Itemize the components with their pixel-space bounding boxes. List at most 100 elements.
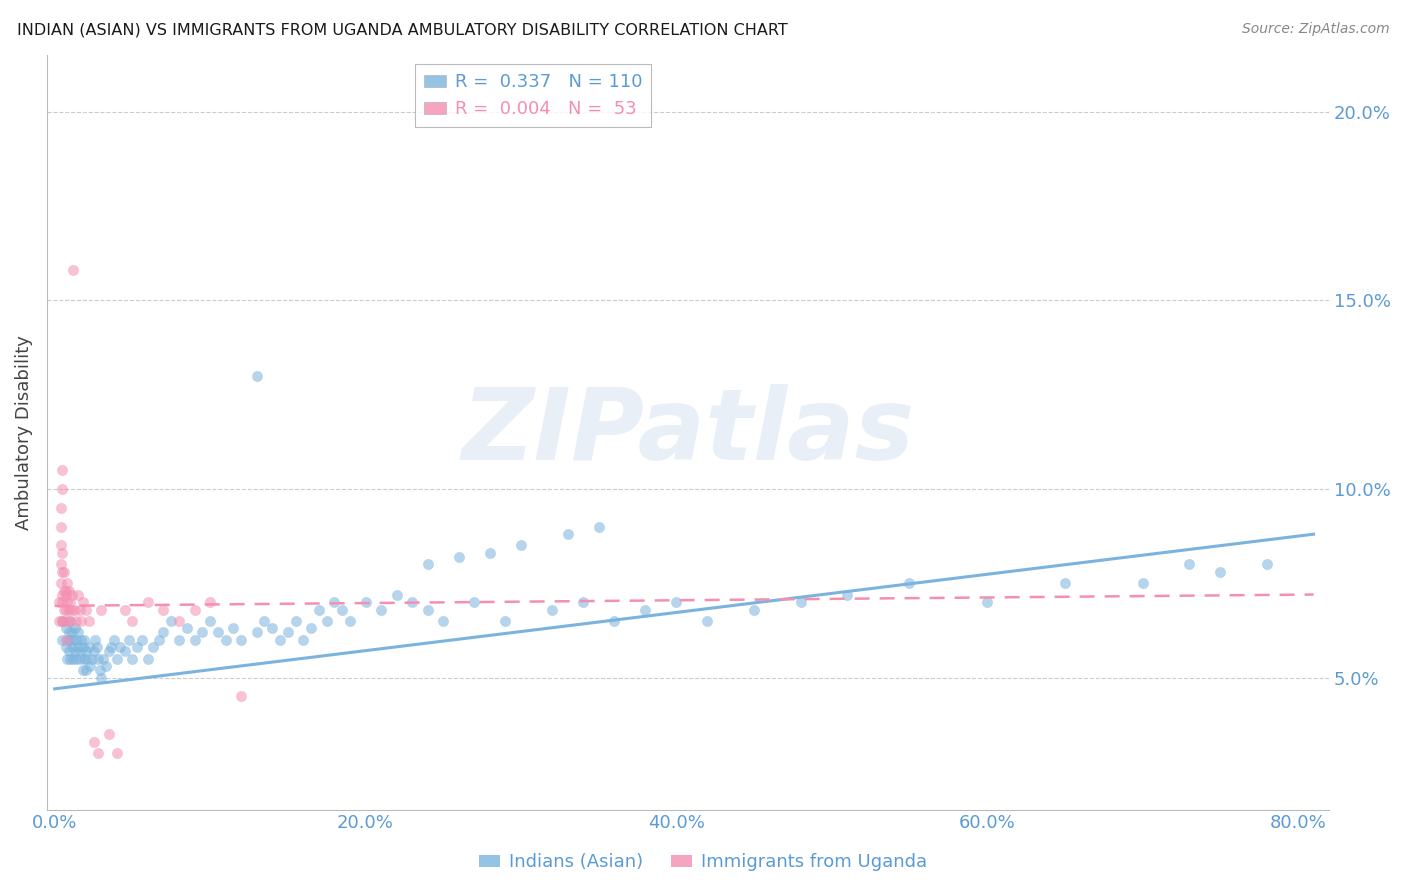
- Text: ZIPatlas: ZIPatlas: [461, 384, 914, 481]
- Point: [323, 595, 346, 609]
- Point: [51, 614, 73, 628]
- Point: [176, 622, 198, 636]
- Point: [742, 602, 765, 616]
- Point: [86, 640, 108, 655]
- Point: [59, 595, 82, 609]
- Point: [114, 602, 136, 616]
- Point: [665, 595, 688, 609]
- Point: [72, 595, 94, 609]
- Point: [98, 644, 121, 658]
- Point: [94, 659, 117, 673]
- Point: [198, 614, 221, 628]
- Point: [634, 602, 657, 616]
- Point: [51, 632, 73, 647]
- Point: [56, 651, 79, 665]
- Point: [62, 263, 84, 277]
- Point: [557, 527, 579, 541]
- Point: [478, 546, 501, 560]
- Point: [198, 595, 221, 609]
- Point: [59, 632, 82, 647]
- Point: [1132, 576, 1154, 591]
- Point: [125, 640, 148, 655]
- Point: [696, 614, 718, 628]
- Point: [183, 602, 205, 616]
- Point: [114, 644, 136, 658]
- Point: [898, 576, 921, 591]
- Point: [65, 632, 87, 647]
- Point: [541, 602, 564, 616]
- Point: [572, 595, 595, 609]
- Point: [222, 622, 245, 636]
- Point: [148, 632, 170, 647]
- Point: [58, 602, 80, 616]
- Point: [87, 746, 110, 760]
- Point: [603, 614, 626, 628]
- Point: [49, 558, 72, 572]
- Point: [56, 632, 79, 647]
- Point: [63, 644, 86, 658]
- Point: [58, 644, 80, 658]
- Point: [51, 482, 73, 496]
- Point: [66, 588, 89, 602]
- Point: [66, 625, 89, 640]
- Point: [416, 602, 439, 616]
- Point: [167, 632, 190, 647]
- Point: [308, 602, 330, 616]
- Point: [59, 651, 82, 665]
- Point: [60, 625, 83, 640]
- Point: [246, 625, 269, 640]
- Point: [59, 614, 82, 628]
- Point: [70, 632, 93, 647]
- Legend: Indians (Asian), Immigrants from Uganda: Indians (Asian), Immigrants from Uganda: [471, 847, 935, 879]
- Point: [53, 565, 76, 579]
- Point: [55, 640, 77, 655]
- Point: [49, 539, 72, 553]
- Point: [72, 640, 94, 655]
- Point: [105, 651, 128, 665]
- Point: [90, 671, 112, 685]
- Point: [98, 727, 121, 741]
- Point: [69, 651, 91, 665]
- Point: [48, 614, 70, 628]
- Point: [121, 651, 143, 665]
- Point: [48, 595, 70, 609]
- Point: [59, 614, 82, 628]
- Point: [60, 602, 83, 616]
- Point: [55, 622, 77, 636]
- Point: [69, 602, 91, 616]
- Point: [385, 588, 408, 602]
- Point: [588, 519, 610, 533]
- Point: [284, 614, 307, 628]
- Point: [89, 663, 111, 677]
- Point: [160, 614, 183, 628]
- Point: [66, 640, 89, 655]
- Point: [65, 651, 87, 665]
- Point: [100, 640, 122, 655]
- Point: [49, 500, 72, 515]
- Point: [58, 625, 80, 640]
- Point: [231, 690, 253, 704]
- Point: [447, 549, 470, 564]
- Point: [69, 644, 91, 658]
- Point: [142, 640, 165, 655]
- Point: [56, 576, 79, 591]
- Point: [76, 651, 98, 665]
- Point: [75, 644, 97, 658]
- Point: [136, 651, 159, 665]
- Point: [416, 558, 439, 572]
- Point: [262, 622, 284, 636]
- Point: [131, 632, 153, 647]
- Point: [136, 595, 159, 609]
- Point: [370, 602, 392, 616]
- Point: [432, 614, 454, 628]
- Point: [121, 614, 143, 628]
- Point: [79, 659, 101, 673]
- Point: [105, 746, 128, 760]
- Point: [51, 565, 73, 579]
- Point: [269, 632, 291, 647]
- Point: [63, 602, 86, 616]
- Point: [70, 614, 93, 628]
- Point: [62, 632, 84, 647]
- Point: [463, 595, 485, 609]
- Point: [87, 651, 110, 665]
